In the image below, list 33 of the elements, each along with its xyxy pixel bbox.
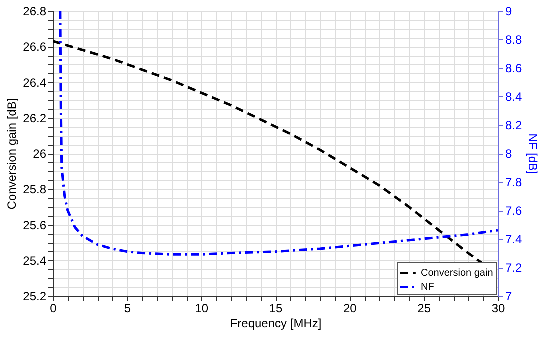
y2-tick-label: 8.2	[506, 118, 523, 132]
line-series	[59, 11, 498, 256]
y-tick-label: 25.4	[23, 254, 47, 268]
y-tick-label: 25.8	[23, 182, 47, 197]
y-tick-label: 26.2	[23, 111, 47, 126]
x-axis-title: Frequency [MHz]	[230, 316, 322, 330]
legend-label: Conversion gain	[421, 268, 494, 279]
y-tick-label: 26.4	[23, 76, 47, 90]
y2-tick-label: 7.2	[506, 261, 523, 275]
x-tick-label: 10	[195, 302, 209, 316]
y2-tick-label: 8.4	[506, 90, 523, 104]
x-tick-label: 30	[492, 302, 506, 316]
x-tick-label: 20	[343, 302, 358, 316]
y2-tick-label: 8	[506, 147, 512, 161]
y2-tick-label: 7.8	[506, 176, 523, 190]
x-tick-label: 25	[418, 302, 432, 316]
y-tick-label: 26.8	[23, 4, 47, 18]
x-tick-label: 15	[269, 302, 283, 316]
y2-tick-label: 9	[506, 4, 512, 18]
y2-tick-label: 7.6	[506, 204, 523, 218]
y-tick-label: 25.2	[23, 290, 47, 304]
y-tick-label: 26	[33, 147, 47, 161]
y-tick-label: 25.6	[23, 218, 47, 232]
legend-label: NF	[421, 282, 434, 293]
x-tick-label: 5	[124, 302, 132, 316]
y-tick-label: 26.6	[23, 40, 47, 54]
y2-tick-label: 7	[506, 290, 512, 304]
y2-tick-label: 8.8	[506, 33, 523, 47]
y2-tick-label: 8.6	[506, 62, 523, 76]
y-axis-title: Conversion gain [dB]	[5, 98, 20, 210]
x-tick-label: 0	[50, 302, 58, 316]
y2-tick-label: 7.4	[506, 232, 523, 246]
y2-axis-title: NF [dB]	[526, 134, 540, 174]
